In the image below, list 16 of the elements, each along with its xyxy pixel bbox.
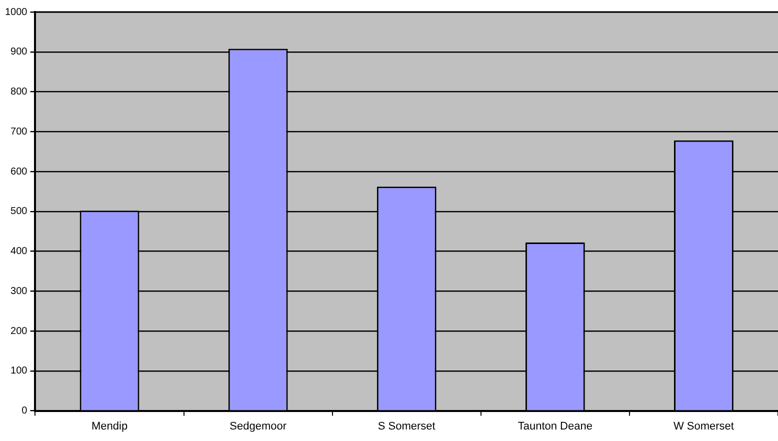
y-tick-label: 600: [10, 166, 28, 178]
y-tick-label: 900: [10, 46, 28, 58]
y-tick-label: 200: [10, 326, 28, 337]
y-tick-label: 100: [10, 366, 28, 377]
y-tick-label: 1000: [4, 6, 28, 18]
x-tick-label: Sedgemoor: [230, 420, 287, 432]
x-tick-label: S Somerset: [378, 420, 436, 432]
y-tick-label: 300: [10, 286, 28, 297]
x-tick-label: Mendip: [91, 420, 128, 432]
y-tick-label: 500: [10, 206, 28, 218]
y-tick-label: 700: [10, 126, 28, 138]
x-tick-label: W Somerset: [673, 420, 734, 432]
y-tick-label: 0: [22, 406, 28, 417]
y-tick-label: 400: [10, 246, 28, 258]
x-tick-label: Taunton Deane: [518, 420, 592, 432]
y-tick-label: 800: [10, 86, 28, 98]
